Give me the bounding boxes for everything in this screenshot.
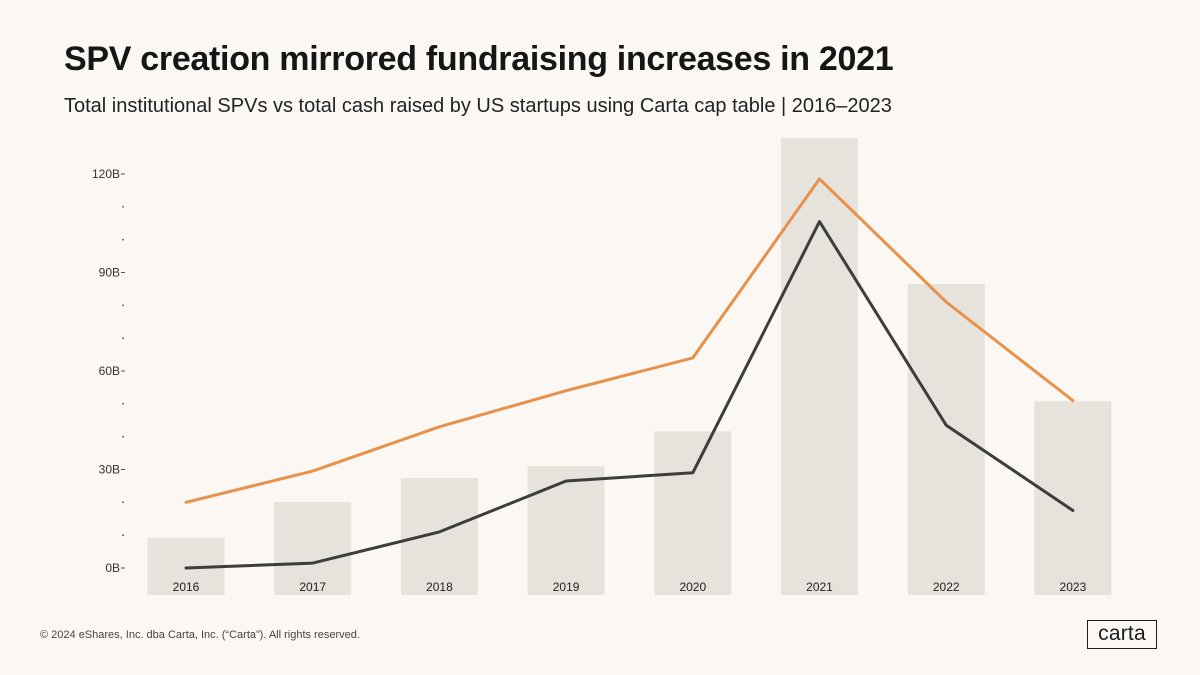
bar-2020 xyxy=(654,431,732,595)
y-minor-tick xyxy=(122,435,124,438)
chart-svg: 120B 90B 60B 30B 0B 2016 2017 2018 2019 2020 2021… xyxy=(92,137,1112,595)
y-minor-tick xyxy=(122,501,124,504)
x-tick-label-2022: 2022 xyxy=(933,580,960,594)
bar-2022 xyxy=(907,284,985,595)
y-minor-tick xyxy=(122,304,124,307)
y-tick-label-120B: 120B xyxy=(92,167,120,181)
lines-layer xyxy=(184,177,1075,570)
bar-2018 xyxy=(400,478,478,595)
y-minor-tick xyxy=(122,337,124,340)
x-tick-label-2018: 2018 xyxy=(426,580,453,594)
bars-layer xyxy=(147,137,1112,595)
y-axis: 120B 90B 60B 30B 0B xyxy=(92,167,125,575)
y-tick-label-90B: 90B xyxy=(99,266,120,280)
y-tick-label-0B: 0B xyxy=(105,561,120,575)
x-tick-label-2021: 2021 xyxy=(806,580,833,594)
bar-2017 xyxy=(274,502,352,595)
x-tick-label-2016: 2016 xyxy=(173,580,200,594)
x-tick-label-2017: 2017 xyxy=(299,580,326,594)
y-minor-tick xyxy=(122,205,124,208)
x-tick-label-2020: 2020 xyxy=(679,580,706,594)
line-dark-series xyxy=(184,220,1075,570)
y-minor-tick xyxy=(122,238,124,241)
copyright-footer: © 2024 eShares, Inc. dba Carta, Inc. (“C… xyxy=(40,629,360,641)
chart-subtitle: Total institutional SPVs vs total cash r… xyxy=(64,95,892,117)
bar-2019 xyxy=(527,466,605,595)
bar-2023 xyxy=(1034,401,1112,595)
x-axis: 2016 2017 2018 2019 2020 2021 2022 2023 xyxy=(173,580,1087,594)
x-tick-label-2019: 2019 xyxy=(553,580,580,594)
carta-logo: carta xyxy=(1087,620,1157,649)
y-tick-label-30B: 30B xyxy=(99,463,120,477)
y-tick-label-60B: 60B xyxy=(99,364,120,378)
chart-title: SPV creation mirrored fundraising increa… xyxy=(64,40,894,78)
x-tick-label-2023: 2023 xyxy=(1060,580,1087,594)
y-minor-tick xyxy=(122,534,124,537)
y-minor-tick xyxy=(122,402,124,405)
line-orange-series xyxy=(184,177,1075,504)
